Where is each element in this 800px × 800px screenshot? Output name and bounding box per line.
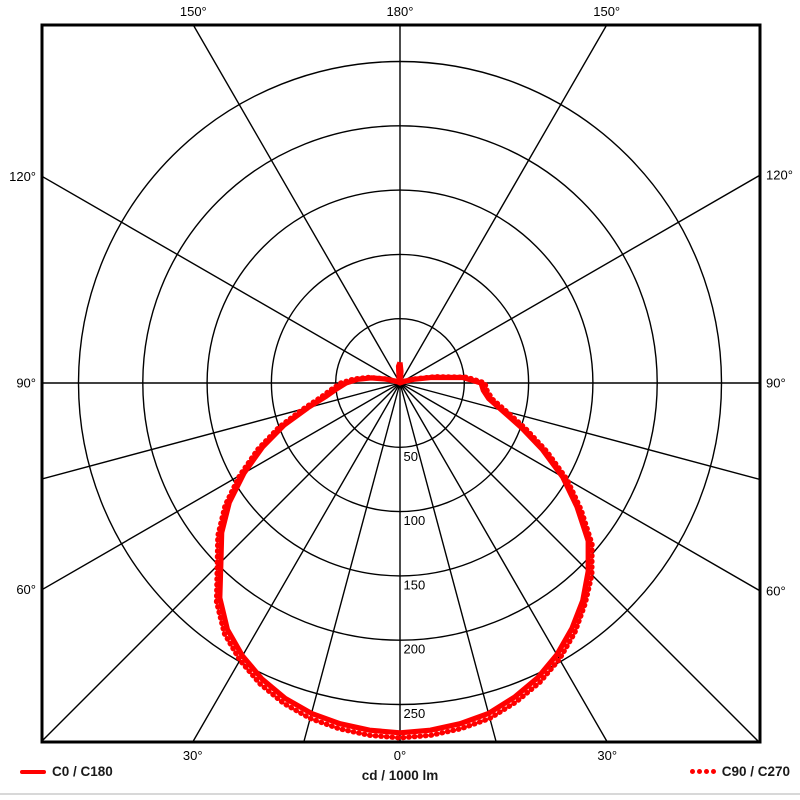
angle-label-90deg-right: 90° [766,376,786,391]
angle-label-150deg-left: 150° [180,4,207,19]
radial-line--30 [192,382,401,742]
angle-label-120deg-left: 120° [9,169,36,184]
angle-label-120deg-right: 120° [766,168,793,183]
legend-label-c0-c180: C0 / C180 [52,764,113,779]
plot-area [42,25,760,742]
radial-line-30 [399,382,608,742]
radial-line-45 [399,382,760,742]
angle-label-60deg-right: 60° [766,583,786,598]
radial-line--75 [42,382,401,480]
radial-line-75 [399,382,760,481]
radial-line--60 [42,382,401,591]
solid-line-swatch [20,769,46,774]
angle-label-60deg-left: 60° [16,582,36,597]
radial-line-120 [399,174,760,384]
radial-line-60 [399,382,760,592]
angle-label-150deg-right: 150° [593,4,620,19]
ring-label-150: 150 [404,577,426,592]
angle-label-180deg-right: 180° [387,4,414,19]
ring-label-250: 250 [404,706,426,721]
axis-unit-label: cd / 1000 lm [361,768,439,783]
radial-line-150 [399,25,608,384]
legend-c90-c270: C90 / C270 [689,764,790,779]
angle-label-90deg-left: 90° [16,376,36,391]
radial-line-15 [399,382,497,742]
angle-label-30deg-right: 30° [597,748,617,763]
dotted-line-swatch [689,769,716,774]
ring-label-50: 50 [404,449,418,464]
radial-line--120 [42,175,401,384]
angle-label-30deg-left: 30° [183,748,203,763]
legend-label-c90-c270: C90 / C270 [721,764,790,779]
bottom-separator-line [0,793,800,795]
curve-c0-c180 [217,361,591,736]
radial-line--150 [192,25,401,384]
ring-label-200: 200 [404,642,426,657]
plot-border [40,23,762,744]
angle-label-0deg-right: 0° [394,748,406,763]
legend-c0-c180: C0 / C180 [20,764,113,779]
ring-label-100: 100 [404,513,426,528]
radial-line--15 [303,382,401,742]
